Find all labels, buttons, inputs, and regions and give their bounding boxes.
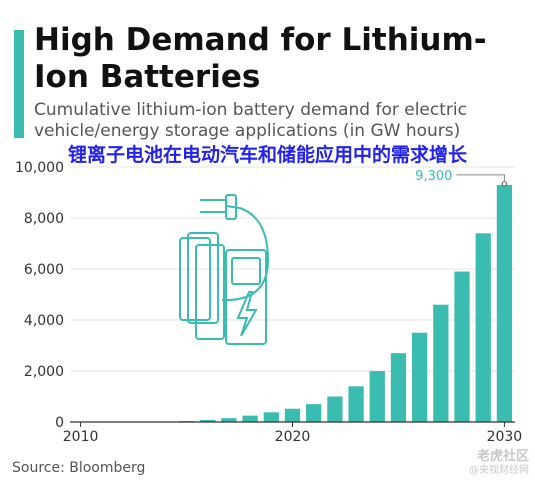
bar-2027 [433, 304, 449, 422]
y-tick-label: 10,000 [15, 160, 64, 176]
charging-cable [222, 205, 270, 301]
callout-label: 9,300 [415, 169, 452, 184]
chart-title: High Demand for Lithium-Ion Batteries [34, 22, 487, 95]
y-tick-label: 8,000 [24, 211, 64, 227]
bar-2017 [221, 418, 237, 422]
plug-body [225, 194, 237, 220]
x-tick-label: 2010 [63, 429, 99, 445]
watermark-logo: 老虎社区 [476, 449, 529, 464]
bars [178, 184, 513, 422]
watermark: 老虎社区 @央视财经网 [469, 450, 529, 478]
y-tick-label: 4,000 [24, 313, 64, 329]
bar-2026 [412, 332, 428, 422]
callout-dot [501, 181, 508, 187]
bar-2019 [263, 412, 279, 422]
bar-2024 [369, 371, 385, 422]
bar-2025 [390, 353, 407, 422]
bar-2016 [200, 419, 216, 422]
title-accent-bar [14, 30, 24, 138]
callout-leader [456, 174, 505, 182]
charger-screen [231, 257, 261, 285]
source-note: Source: Bloomberg [12, 460, 146, 476]
bar-2023 [348, 386, 364, 422]
y-tick-label: 0 [55, 415, 64, 431]
bar-2022 [327, 396, 343, 422]
x-tick-label: 2030 [487, 429, 523, 445]
bar-2020 [284, 408, 301, 422]
y-tick-label: 2,000 [24, 364, 64, 380]
bar-2018 [242, 415, 258, 422]
y-tick-label: 6,000 [24, 262, 64, 278]
axes: 0 2,000 4,000 6,000 8,000 10,000 2010 2020 2030 9… [15, 160, 522, 445]
battery-middle [187, 232, 219, 324]
charger-body [225, 249, 267, 345]
lightning-bolt [236, 291, 258, 337]
x-tick-label: 2020 [275, 429, 311, 445]
bar-2030 [496, 184, 513, 422]
ev-charging-station-icon [179, 194, 270, 345]
chart-subtitle: Cumulative lithium-ion battery demand fo… [34, 100, 467, 141]
bar-2029 [475, 233, 491, 422]
battery-front [195, 244, 225, 340]
watermark-sub: @央视财经网 [469, 465, 529, 476]
bar-2028 [454, 271, 470, 422]
bar-2021 [306, 404, 322, 422]
overlay-caption: 锂离子电池在电动汽车和储能应用中的需求增长 [67, 144, 467, 166]
